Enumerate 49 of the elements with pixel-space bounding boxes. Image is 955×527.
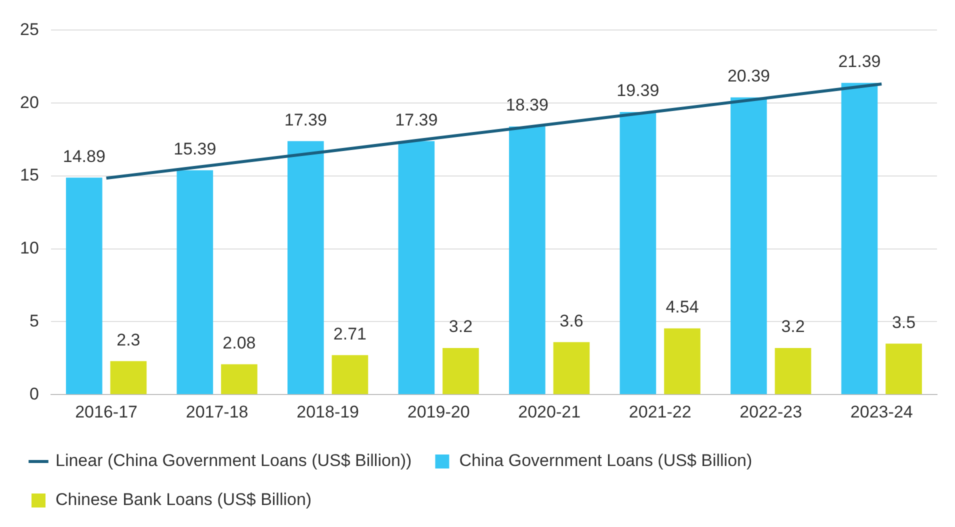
bar (442, 348, 479, 394)
x-tick-label: 2021-22 (628, 402, 692, 422)
x-tick-label: 2017-18 (186, 402, 248, 422)
bar (774, 348, 812, 394)
bar (553, 342, 590, 394)
bar (110, 361, 147, 394)
data-label: 2.08 (222, 333, 256, 352)
data-label: 15.39 (174, 139, 216, 158)
bar (886, 344, 922, 394)
data-label: 2.71 (333, 324, 367, 344)
data-label: 3.2 (781, 317, 805, 336)
data-label: 2.3 (116, 330, 140, 350)
y-tick-label: 0 (29, 384, 39, 404)
data-label: 21.39 (838, 52, 881, 72)
bar (620, 112, 656, 394)
x-tick-label: 2019-20 (407, 402, 470, 422)
bar (664, 328, 700, 394)
data-label: 3.6 (560, 311, 584, 330)
bar (221, 364, 258, 394)
data-label: 4.54 (666, 298, 699, 317)
bar (509, 126, 546, 394)
data-label: 17.39 (284, 110, 327, 130)
legend-label: China Government Loans (US$ Billion) (459, 451, 752, 470)
legend-label: Linear (China Government Loans (US$ Billion)) (56, 451, 412, 470)
y-tick-label: 25 (20, 20, 39, 39)
bar (66, 178, 102, 394)
x-tick-label: 2016-17 (75, 402, 138, 422)
bar (398, 141, 435, 394)
data-label: 3.5 (892, 312, 916, 332)
y-tick-label: 15 (20, 166, 39, 185)
data-label: 17.39 (395, 110, 438, 130)
bar (332, 355, 368, 394)
x-tick-label: 2023-24 (850, 402, 913, 422)
bar (730, 97, 767, 394)
y-tick-label: 10 (20, 238, 39, 258)
legend-label: Chinese Bank Loans (US$ Billion) (56, 490, 312, 510)
y-tick-label: 20 (20, 92, 39, 112)
x-tick-label: 2018-19 (296, 402, 360, 422)
data-label: 19.39 (616, 81, 660, 100)
data-label: 18.39 (506, 96, 548, 115)
bar (287, 141, 324, 394)
data-label: 3.2 (448, 317, 473, 336)
x-tick-label: 2022-23 (740, 402, 802, 422)
y-tick-label: 5 (29, 311, 39, 330)
x-tick-label: 2020-21 (518, 402, 581, 422)
data-label: 14.89 (62, 146, 106, 166)
data-label: 20.39 (727, 66, 770, 86)
bar (841, 82, 878, 394)
bar (176, 170, 214, 394)
